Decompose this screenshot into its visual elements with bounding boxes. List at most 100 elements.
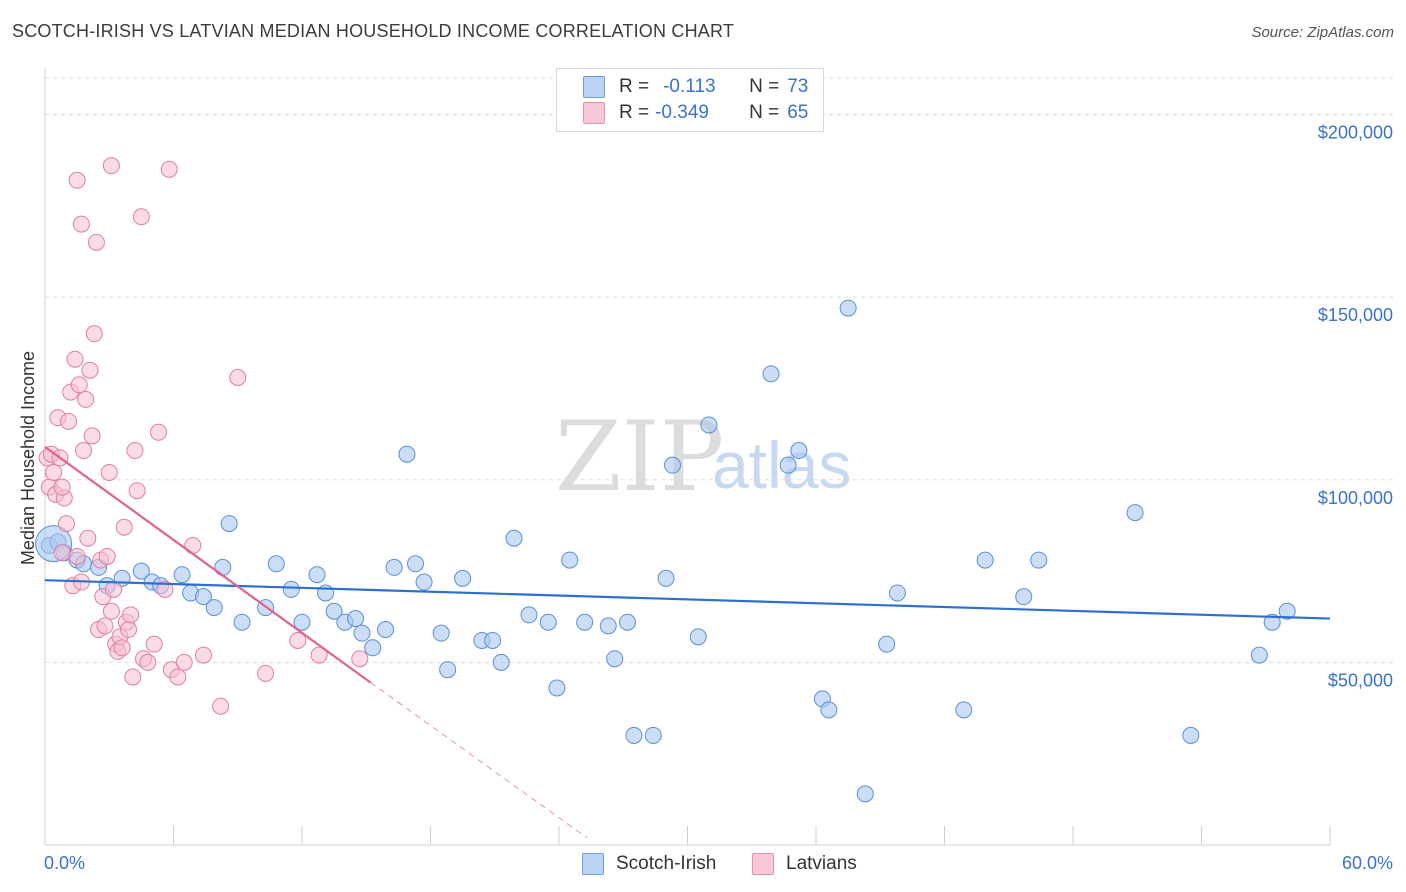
data-point-latvians <box>194 646 212 664</box>
data-point-latvians <box>53 478 71 496</box>
data-point-scotch-irish <box>1182 726 1200 744</box>
data-point-latvians <box>68 171 86 189</box>
data-point-scotch-irish <box>282 580 300 598</box>
data-point-scotch-irish <box>539 613 557 631</box>
data-point-scotch-irish <box>484 631 502 649</box>
data-point-scotch-irish <box>353 624 371 642</box>
legend-n-label: N = <box>749 76 780 97</box>
legend-n-value: 65 <box>787 102 809 123</box>
x-tick-label-min: 0.0% <box>44 853 85 873</box>
data-point-latvians <box>66 350 84 368</box>
y-tick-label: $100,000 <box>1318 488 1393 508</box>
data-point-scotch-irish <box>856 785 874 803</box>
data-point-scotch-irish <box>548 679 566 697</box>
data-point-latvians <box>96 617 114 635</box>
source-credit: Source: ZipAtlas.com <box>1251 24 1394 41</box>
data-point-latvians <box>85 325 103 343</box>
data-point-scotch-irish <box>762 365 780 383</box>
legend-row-scotch-irish: R = -0.113 N = 73 <box>557 74 808 100</box>
data-point-scotch-irish <box>220 515 238 533</box>
data-point-latvians <box>160 160 178 178</box>
legend-n-label: N = <box>749 102 780 123</box>
data-point-scotch-irish <box>194 588 212 606</box>
data-point-latvians <box>53 544 71 562</box>
legend-swatch-pink <box>583 102 605 124</box>
data-point-latvians <box>175 653 193 671</box>
data-point-scotch-irish <box>606 650 624 668</box>
data-point-scotch-irish <box>576 613 594 631</box>
data-point-scotch-irish <box>432 624 450 642</box>
data-point-latvians <box>145 635 163 653</box>
data-point-scotch-irish <box>878 635 896 653</box>
data-point-latvians <box>120 621 138 639</box>
data-point-latvians <box>102 602 120 620</box>
data-point-scotch-irish <box>233 613 251 631</box>
data-point-scotch-irish <box>173 566 191 584</box>
data-point-scotch-irish <box>505 529 523 547</box>
data-point-latvians <box>169 668 187 686</box>
data-point-scotch-irish <box>1126 504 1144 522</box>
watermark-zip: ZIP <box>555 401 724 513</box>
data-point-scotch-irish <box>820 701 838 719</box>
data-point-scotch-irish <box>132 562 150 580</box>
series-legend: Scotch-Irish Latvians <box>0 851 1406 879</box>
data-point-latvians <box>257 664 275 682</box>
legend-item-scotch-irish: Scotch-Irish <box>582 853 716 875</box>
data-point-scotch-irish <box>644 726 662 744</box>
data-point-latvians <box>229 368 247 386</box>
data-point-scotch-irish <box>214 558 232 576</box>
trend-line-latvians-extension <box>370 682 588 839</box>
legend-label-scotch-irish: Scotch-Irish <box>616 853 717 874</box>
trend-lines <box>44 445 1331 839</box>
series-latvians <box>38 157 369 715</box>
data-point-latvians <box>87 233 105 251</box>
data-point-scotch-irish <box>839 299 857 317</box>
data-point-latvians <box>139 653 157 671</box>
legend-swatch-pink <box>752 853 774 875</box>
data-point-latvians <box>102 157 120 175</box>
legend-label-latvians: Latvians <box>786 853 857 874</box>
data-point-latvians <box>124 668 142 686</box>
data-point-latvians <box>68 547 86 565</box>
legend-r-value: -0.113 <box>663 76 716 97</box>
data-point-scotch-irish <box>308 566 326 584</box>
data-point-scotch-irish <box>561 551 579 569</box>
stats-legend: R = -0.113 N = 73 R = -0.349 N = 65 <box>556 68 824 132</box>
data-point-latvians <box>126 442 144 460</box>
data-point-scotch-irish <box>657 569 675 587</box>
data-point-latvians <box>72 215 90 233</box>
data-point-latvians <box>113 639 131 657</box>
legend-r-label: R = <box>619 76 650 97</box>
data-point-latvians <box>81 361 99 379</box>
data-point-scotch-irish <box>520 606 538 624</box>
data-point-latvians <box>122 606 140 624</box>
data-point-scotch-irish <box>325 602 343 620</box>
data-point-latvians <box>98 547 116 565</box>
trend-line-latvians <box>44 445 372 684</box>
data-point-latvians <box>60 412 78 430</box>
data-point-scotch-irish <box>439 661 457 679</box>
data-point-scotch-irish <box>1278 602 1296 620</box>
data-point-scotch-irish <box>1263 613 1281 631</box>
data-point-scotch-irish <box>1015 588 1033 606</box>
y-axis-title: Median Household Income <box>18 351 38 565</box>
data-point-scotch-irish <box>407 555 425 573</box>
data-point-latvians <box>289 631 307 649</box>
data-point-scotch-irish <box>700 416 718 434</box>
trend-line-scotch-irish <box>44 579 1331 620</box>
legend-r-label: R = <box>619 102 650 123</box>
data-point-scotch-irish <box>454 569 472 587</box>
data-point-scotch-irish <box>267 555 285 573</box>
data-point-latvians <box>45 463 63 481</box>
data-point-latvians <box>132 208 150 226</box>
data-point-latvians <box>150 423 168 441</box>
data-point-scotch-irish <box>689 628 707 646</box>
data-point-latvians <box>128 482 146 500</box>
data-point-scotch-irish <box>385 558 403 576</box>
data-point-scotch-irish <box>955 701 973 719</box>
x-tick-label-max: 60.0% <box>1342 853 1393 873</box>
legend-r-value: -0.349 <box>655 102 709 123</box>
data-point-scotch-irish <box>415 573 433 591</box>
data-point-scotch-irish <box>205 599 223 617</box>
legend-n-value: 73 <box>787 76 809 97</box>
